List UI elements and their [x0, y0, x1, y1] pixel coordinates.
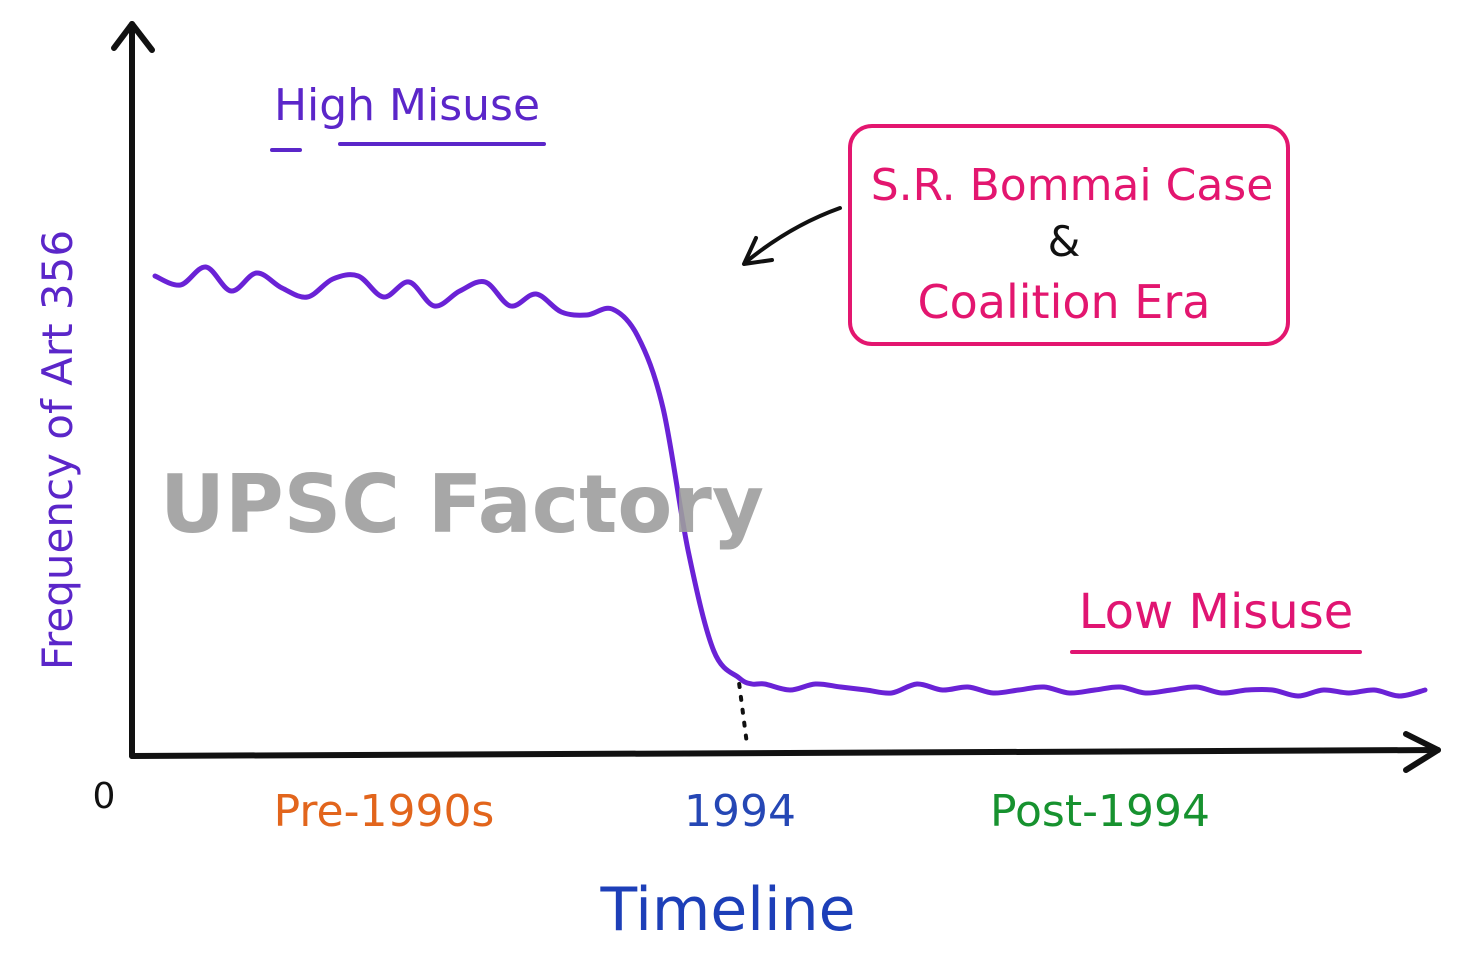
callout-arrow-head: [742, 236, 774, 266]
series-line: [152, 264, 1428, 699]
x-tick-label: Post-1994: [990, 786, 1210, 837]
x-axis-label: Timeline: [599, 875, 855, 945]
axes: [111, 21, 1441, 773]
y-axis-arrowhead: [111, 21, 155, 53]
y-axis-label: Frequency of Art 356: [33, 230, 82, 670]
callout-box: [848, 124, 1290, 346]
x-axis: [129, 747, 1441, 759]
callout-ampersand: &: [1048, 217, 1081, 266]
chart-marks: [152, 264, 1428, 748]
marker-1994-dotted-line: [737, 682, 750, 748]
callout-title: S.R. Bommai Case: [871, 160, 1274, 211]
low-misuse-annotation: Low Misuse: [1079, 584, 1354, 640]
high-misuse-annotation: High Misuse: [274, 80, 540, 131]
origin-label: 0: [93, 776, 116, 817]
watermark: UPSC Factory: [160, 458, 764, 551]
callout-subtitle: Coalition Era: [918, 275, 1211, 329]
x-tick-label: Pre-1990s: [274, 786, 495, 837]
x-tick-label: 1994: [684, 786, 796, 837]
callout-arrow: [744, 206, 842, 264]
x-axis-arrowhead: [1403, 731, 1441, 773]
